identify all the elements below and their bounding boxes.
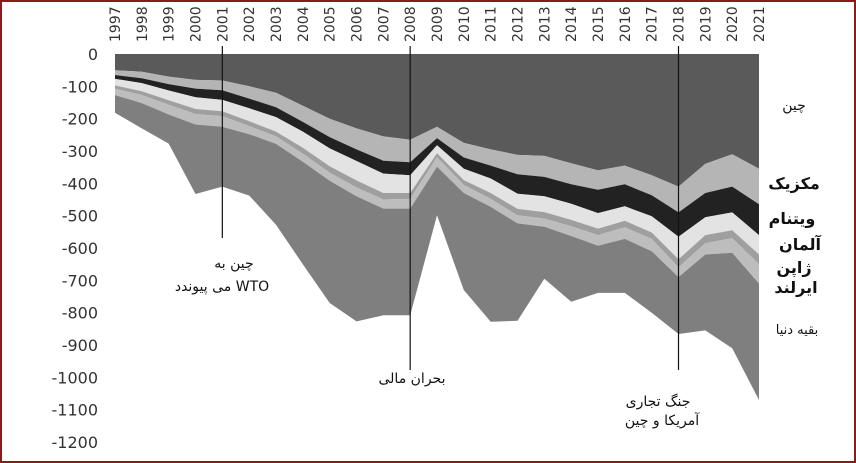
- x-tick-label: 2003: [269, 6, 285, 42]
- x-tick-label: 2021: [752, 6, 768, 42]
- series-label-5: ایرلند: [774, 278, 817, 297]
- x-tick-label: 2009: [430, 6, 446, 42]
- x-tick-label: 1998: [135, 6, 151, 42]
- series-label-4: ژاپن: [776, 258, 811, 278]
- series-label-6: بقیه دنیا: [776, 323, 819, 338]
- area-series-1: [115, 70, 759, 213]
- x-tick-label: 2015: [591, 6, 607, 42]
- x-tick-label: 1999: [162, 6, 178, 42]
- area-series-6: [115, 95, 759, 400]
- x-tick-label: 2013: [537, 6, 553, 42]
- series-label-1: مکزیک: [768, 174, 820, 193]
- y-tick-label: -100: [62, 77, 98, 96]
- event-annotation-1-0: بحران مالی: [379, 371, 446, 387]
- event-annotation-2-0: جنگ تجاری: [626, 393, 691, 410]
- x-tick-label: 2007: [376, 6, 392, 42]
- event-annotation-2-1: آمریکا و چین: [625, 412, 700, 429]
- x-tick-label: 2020: [725, 6, 741, 42]
- y-tick-label: -1200: [52, 433, 99, 452]
- area-series-5: [115, 88, 759, 284]
- x-tick-label: 2018: [672, 6, 688, 42]
- x-tick-label: 2000: [189, 6, 205, 42]
- series-label-2: ویتنام: [769, 209, 816, 228]
- x-tick-label: 2005: [323, 6, 339, 42]
- y-tick-label: -400: [62, 174, 98, 193]
- series-label-3: آلمان: [779, 234, 821, 254]
- y-tick-label: -800: [62, 304, 98, 323]
- x-tick-label: 2012: [511, 6, 527, 42]
- x-tick-label: 2002: [242, 6, 258, 42]
- event-annotation-0-0: چین به: [214, 256, 253, 272]
- x-tick-label: 2017: [645, 6, 661, 42]
- y-tick-label: -1100: [52, 401, 99, 420]
- x-tick-label: 2008: [403, 6, 419, 42]
- area-series-2: [115, 75, 759, 237]
- event-annotation-0-1: می پیوندد WTO: [175, 279, 269, 295]
- x-tick-label: 2011: [484, 6, 500, 42]
- x-tick-label: 2016: [618, 6, 634, 42]
- area-series-4: [115, 85, 759, 268]
- y-tick-label: -700: [62, 271, 98, 290]
- y-tick-label: -300: [62, 142, 98, 161]
- y-tick-label: -900: [62, 336, 98, 355]
- y-tick-label: -600: [62, 239, 98, 258]
- series-label-0: چین: [782, 98, 806, 114]
- y-tick-label: -1000: [52, 368, 99, 387]
- y-tick-label: -200: [62, 110, 98, 129]
- x-tick-label: 2001: [215, 6, 231, 42]
- x-tick-label: 1997: [108, 6, 124, 42]
- x-tick-label: 2010: [457, 6, 473, 42]
- x-tick-label: 2004: [296, 6, 312, 42]
- x-tick-label: 2006: [350, 6, 366, 42]
- x-tick-label: 2014: [564, 6, 580, 42]
- y-tick-label: 0: [88, 45, 98, 64]
- area-series-0: [115, 54, 759, 187]
- area-series-3: [115, 78, 759, 260]
- x-tick-label: 2019: [698, 6, 714, 42]
- y-tick-label: -500: [62, 207, 98, 226]
